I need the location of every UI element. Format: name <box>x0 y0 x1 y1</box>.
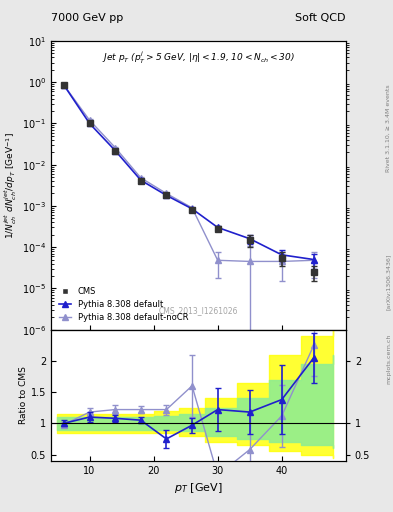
Text: 7000 GeV pp: 7000 GeV pp <box>51 13 123 23</box>
Y-axis label: Ratio to CMS: Ratio to CMS <box>19 366 28 424</box>
Text: Rivet 3.1.10, ≥ 3.4M events: Rivet 3.1.10, ≥ 3.4M events <box>386 84 391 172</box>
Y-axis label: $1/N_{ch}^{jet}\ dN_{ch}^{jet}/dp_T\ [\mathrm{GeV}^{-1}]$: $1/N_{ch}^{jet}\ dN_{ch}^{jet}/dp_T\ [\m… <box>3 132 19 239</box>
Text: CMS_2013_I1261026: CMS_2013_I1261026 <box>159 306 238 315</box>
Text: Soft QCD: Soft QCD <box>296 13 346 23</box>
Legend: CMS, Pythia 8.308 default, Pythia 8.308 default-noCR: CMS, Pythia 8.308 default, Pythia 8.308 … <box>55 284 192 326</box>
Text: [arXiv:1306.3436]: [arXiv:1306.3436] <box>386 253 391 310</box>
Text: Jet $p_T$ ($p_T^j$$>$5 GeV, $|\eta|$$<$1.9, 10$<$$N_{ch}$$<$30): Jet $p_T$ ($p_T^j$$>$5 GeV, $|\eta|$$<$1… <box>102 50 295 66</box>
Text: mcplots.cern.ch: mcplots.cern.ch <box>386 333 391 383</box>
X-axis label: $p_T$ [GeV]: $p_T$ [GeV] <box>174 481 223 495</box>
